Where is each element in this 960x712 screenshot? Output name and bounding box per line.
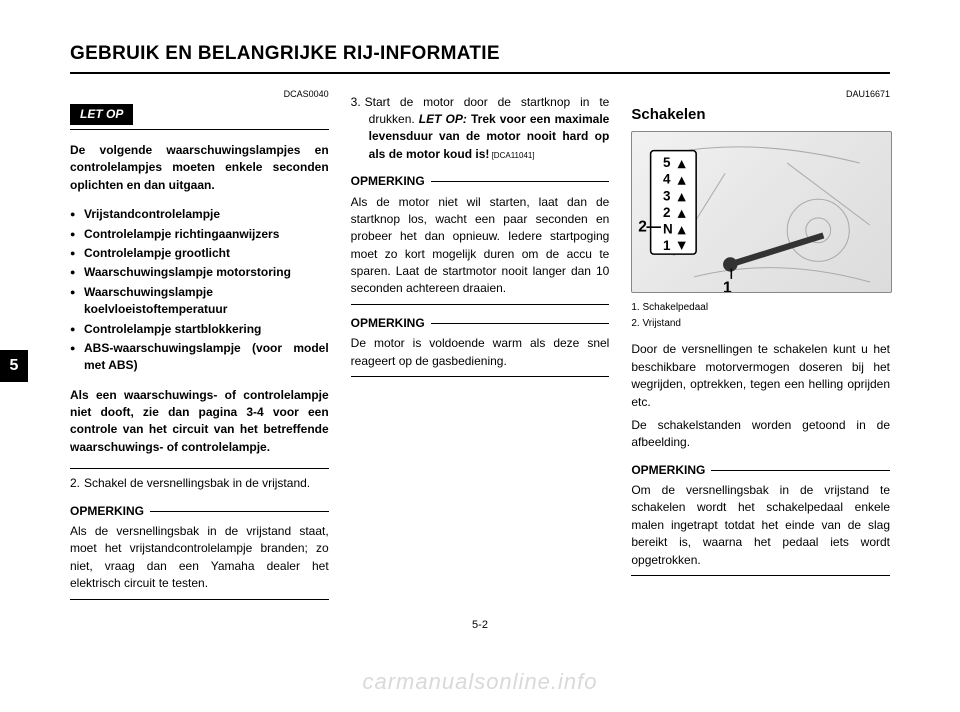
heading-rule bbox=[150, 511, 329, 512]
warning-lamp-list: Vrijstandcontrolelampje Controlelampje r… bbox=[70, 206, 329, 375]
callout-1: 1 bbox=[723, 269, 732, 293]
section-heading: Schakelen bbox=[631, 104, 890, 126]
step-number: 3. bbox=[351, 94, 365, 111]
heading-rule bbox=[431, 323, 610, 324]
list-item: ABS-waarschuwingslampje (voor model met … bbox=[70, 340, 329, 375]
note-body: De motor is voldoende warm als deze snel… bbox=[351, 335, 610, 370]
gear-label: N bbox=[663, 222, 673, 237]
section-tab: 5 bbox=[0, 350, 28, 382]
note-body: Als de versnellingsbak in de vrijstand s… bbox=[70, 523, 329, 593]
column-3: DAU16671 Schakelen bbox=[631, 88, 890, 606]
ref-code: DAU16671 bbox=[631, 88, 890, 101]
divider bbox=[631, 575, 890, 576]
divider bbox=[70, 129, 329, 130]
callout-number: 2 bbox=[639, 219, 648, 236]
note-heading: OPMERKING bbox=[70, 503, 329, 520]
list-item: Vrijstandcontrolelampje bbox=[70, 206, 329, 223]
note-label: OPMERKING bbox=[631, 462, 705, 479]
divider bbox=[351, 304, 610, 305]
list-item: Controlelampje richtingaanwijzers bbox=[70, 226, 329, 243]
gear-label: 3 bbox=[663, 189, 670, 204]
column-1: DCAS0040 LET OP De volgende waarschuwing… bbox=[70, 88, 329, 606]
list-item: Waarschuwingslampje koelvloeistoftempera… bbox=[70, 284, 329, 319]
divider bbox=[70, 599, 329, 600]
note-heading: OPMERKING bbox=[351, 173, 610, 190]
step-text: Schakel de versnellingsbak in de vrijsta… bbox=[84, 476, 310, 490]
list-item: Controlelampje startblokkering bbox=[70, 321, 329, 338]
inline-ref: [DCA11041] bbox=[489, 151, 534, 160]
intro-paragraph: De volgende waarschuwingslampjes en cont… bbox=[70, 142, 329, 194]
note-body: Om de versnellingsbak in de vrijstand te… bbox=[631, 482, 890, 569]
page-header: GEBRUIK EN BELANGRIJKE RIJ-INFORMATIE bbox=[70, 40, 890, 74]
gear-label-box: 5 4 3 2 N 1 bbox=[651, 151, 697, 254]
list-item: Waarschuwingslampje motorstoring bbox=[70, 264, 329, 281]
shift-lever-icon bbox=[723, 236, 823, 272]
figure-caption: 1. Schakelpedaal 2. Vrijstand bbox=[631, 301, 890, 331]
column-2: 3.Start de motor door de startknop in te… bbox=[351, 88, 610, 606]
gear-label: 4 bbox=[663, 172, 671, 187]
bg-lines bbox=[674, 147, 871, 282]
divider bbox=[351, 376, 610, 377]
step-2: 2.Schakel de versnellingsbak in de vrijs… bbox=[70, 475, 329, 492]
caption-line: 1. Schakelpedaal bbox=[631, 301, 890, 316]
tail-paragraph: Als een waarschuwings- of controlelampje… bbox=[70, 387, 329, 457]
step-number: 2. bbox=[70, 475, 84, 492]
note-heading: OPMERKING bbox=[631, 462, 890, 479]
shift-pattern-figure: 5 4 3 2 N 1 bbox=[631, 131, 892, 293]
note-body: Als de motor niet wil starten, laat dan … bbox=[351, 194, 610, 298]
content-columns: DCAS0040 LET OP De volgende waarschuwing… bbox=[70, 88, 890, 606]
page-title: GEBRUIK EN BELANGRIJKE RIJ-INFORMATIE bbox=[70, 40, 890, 68]
watermark: carmanualsonline.info bbox=[0, 666, 960, 698]
body-paragraph: Door de versnellingen te schakelen kunt … bbox=[631, 341, 890, 411]
heading-rule bbox=[711, 470, 890, 471]
note-label: OPMERKING bbox=[70, 503, 144, 520]
manual-page: GEBRUIK EN BELANGRIJKE RIJ-INFORMATIE DC… bbox=[0, 0, 960, 712]
note-heading: OPMERKING bbox=[351, 315, 610, 332]
page-number: 5-2 bbox=[70, 618, 890, 634]
note-label: OPMERKING bbox=[351, 173, 425, 190]
note-label: OPMERKING bbox=[351, 315, 425, 332]
gear-label: 5 bbox=[663, 156, 671, 171]
step-3: 3.Start de motor door de startknop in te… bbox=[351, 94, 610, 164]
gear-label: 2 bbox=[663, 205, 670, 220]
list-item: Controlelampje grootlicht bbox=[70, 245, 329, 262]
figure-svg: 5 4 3 2 N 1 bbox=[632, 132, 891, 293]
divider bbox=[70, 468, 329, 469]
heading-rule bbox=[431, 181, 610, 182]
inline-notice: LET OP: bbox=[419, 112, 467, 126]
ref-code: DCAS0040 bbox=[70, 88, 329, 101]
callout-number: 1 bbox=[723, 280, 732, 294]
notice-label: LET OP bbox=[70, 104, 133, 125]
body-paragraph: De schakelstanden worden getoond in de a… bbox=[631, 417, 890, 452]
gear-label: 1 bbox=[663, 238, 671, 253]
caption-line: 2. Vrijstand bbox=[631, 317, 890, 332]
